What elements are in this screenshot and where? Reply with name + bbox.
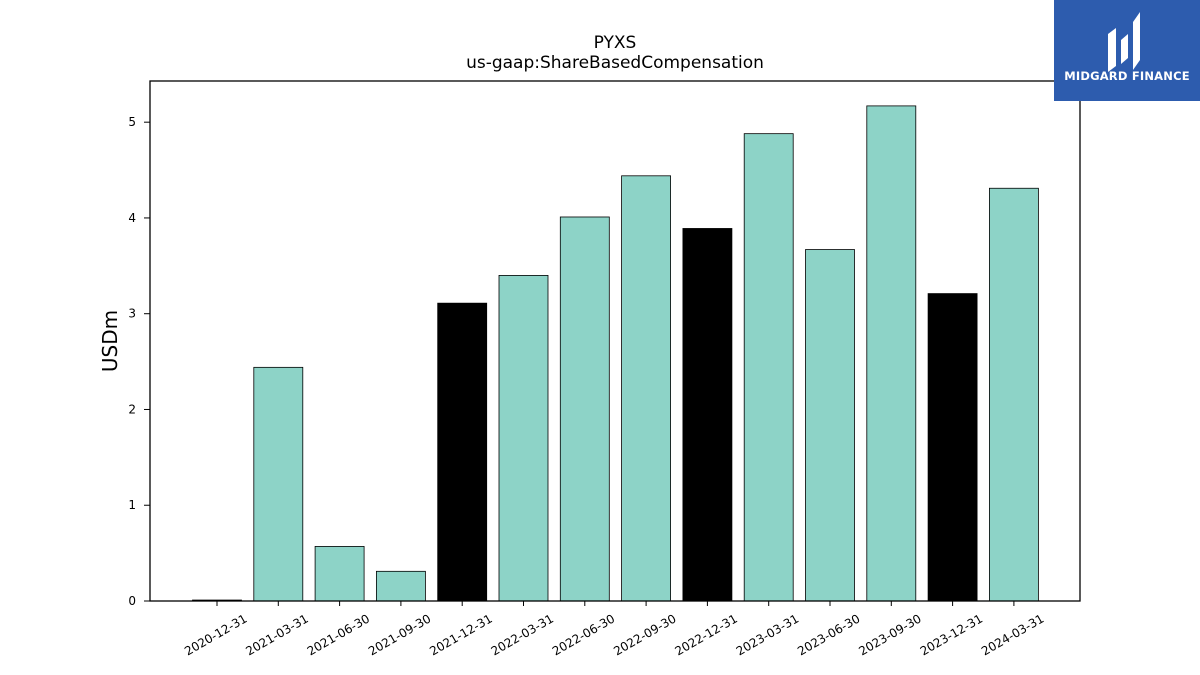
y-axis-label: USDm bbox=[98, 310, 122, 372]
bar-2023-09-30 bbox=[866, 105, 917, 602]
bar-2022-03-31 bbox=[498, 275, 549, 602]
midgard-finance-logo: MIDGARD FINANCE bbox=[1054, 0, 1200, 101]
bar-2022-06-30 bbox=[559, 216, 610, 602]
x-tick-label: 2022-12-31 bbox=[672, 611, 739, 658]
x-tick-label: 2022-09-30 bbox=[611, 611, 678, 658]
bar-2022-12-31 bbox=[682, 228, 733, 602]
x-tick-label: 2023-09-30 bbox=[856, 611, 923, 658]
x-tick-label: 2020-12-31 bbox=[182, 611, 249, 658]
logo-text: MIDGARD FINANCE bbox=[1064, 69, 1190, 83]
bar-2023-06-30 bbox=[805, 249, 855, 602]
x-tick-label: 2022-06-30 bbox=[550, 611, 617, 658]
x-tick-label: 2023-03-31 bbox=[734, 611, 801, 658]
plot-frame bbox=[149, 80, 1081, 602]
x-tick-label: 2022-03-31 bbox=[489, 611, 556, 658]
x-tick-label: 2021-09-30 bbox=[366, 611, 433, 658]
y-tick-label: 0 bbox=[128, 594, 136, 608]
bar-2021-06-30 bbox=[314, 546, 365, 602]
y-tick-label: 4 bbox=[128, 211, 136, 225]
x-tick-label: 2021-03-31 bbox=[243, 611, 310, 658]
x-tick-label: 2024-03-31 bbox=[979, 611, 1046, 658]
bar-2021-09-30 bbox=[375, 570, 426, 602]
x-tick-label: 2023-12-31 bbox=[918, 611, 985, 658]
y-tick-label: 2 bbox=[128, 402, 136, 416]
x-tick-label: 2023-06-30 bbox=[795, 611, 862, 658]
y-tick-label: 5 bbox=[128, 115, 136, 129]
x-tick-label: 2021-06-30 bbox=[305, 611, 372, 658]
chart-title: PYXS bbox=[594, 33, 637, 53]
x-axis-ticks: 2020-12-312021-03-312021-06-302021-09-30… bbox=[182, 601, 1046, 658]
bar-2024-03-31 bbox=[989, 187, 1039, 602]
y-tick-label: 3 bbox=[128, 307, 136, 321]
bar-2022-09-30 bbox=[621, 175, 671, 602]
bar-2021-03-31 bbox=[253, 366, 304, 602]
midgard-logo-mark-icon bbox=[1108, 12, 1140, 72]
bar-2023-12-31 bbox=[927, 293, 978, 602]
bar-group bbox=[192, 105, 1039, 602]
x-tick-label: 2021-12-31 bbox=[427, 611, 494, 658]
chart-subtitle: us-gaap:ShareBasedCompensation bbox=[466, 53, 764, 73]
y-axis-ticks: 0 1 2 3 4 5 bbox=[128, 115, 150, 608]
bar-2021-12-31 bbox=[437, 302, 488, 602]
y-tick-label: 1 bbox=[128, 498, 136, 512]
bar-2023-03-31 bbox=[743, 133, 794, 602]
